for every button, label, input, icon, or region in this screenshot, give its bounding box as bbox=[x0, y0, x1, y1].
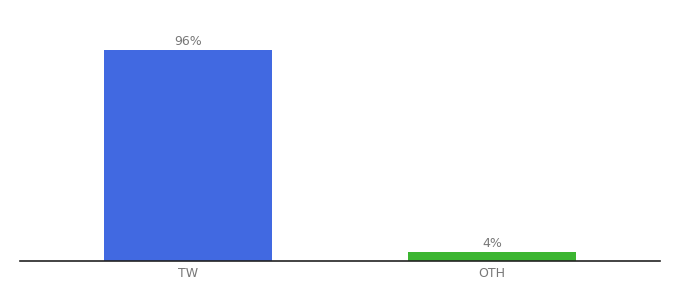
Text: 4%: 4% bbox=[482, 237, 502, 250]
Bar bbox=[104, 50, 271, 261]
Text: 96%: 96% bbox=[174, 35, 202, 48]
Bar bbox=[409, 252, 576, 261]
